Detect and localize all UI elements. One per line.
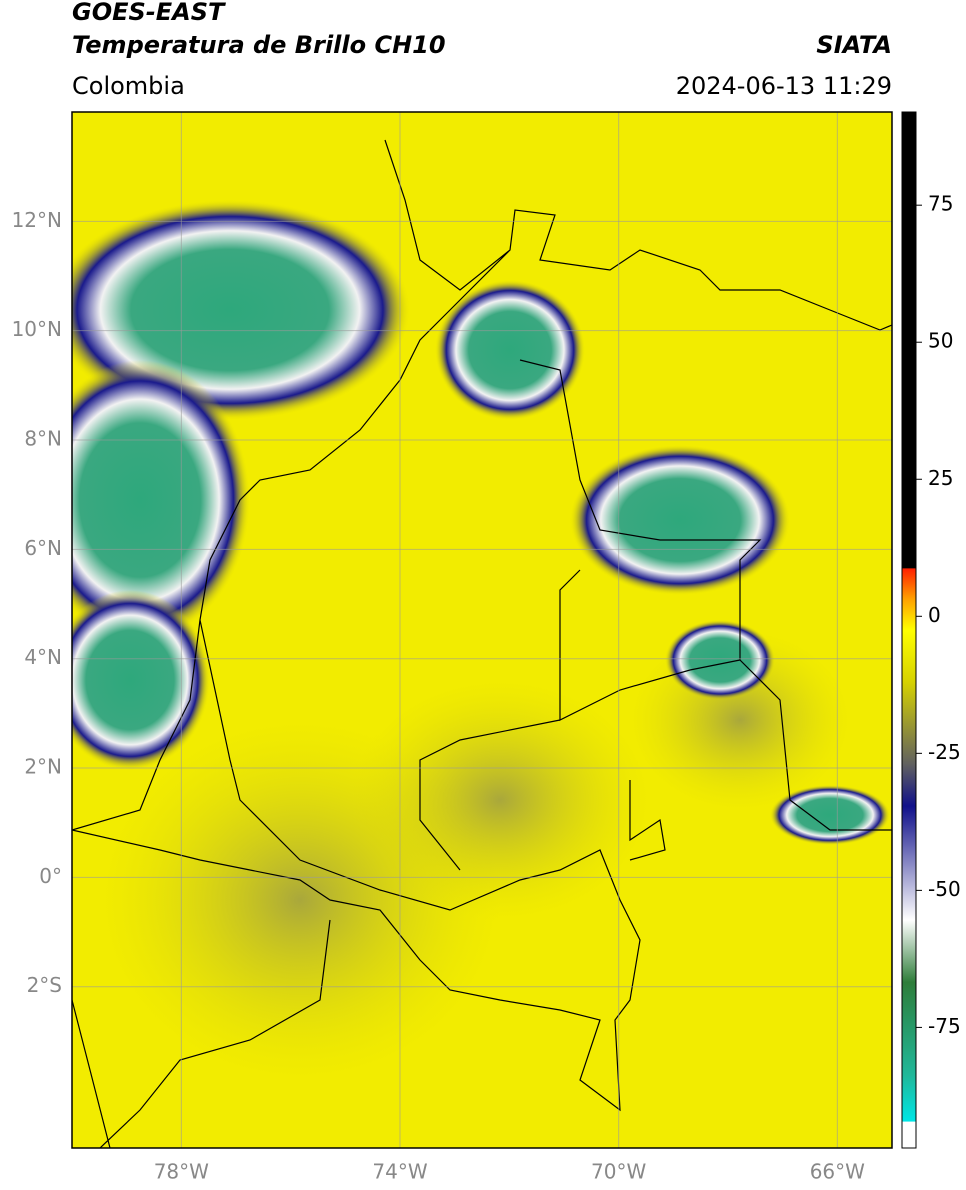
cloud (570, 445, 790, 595)
graticule (72, 112, 892, 1148)
borders (72, 139, 892, 1148)
source-label: SIATA (816, 31, 892, 59)
cloud (72, 360, 250, 640)
colorbar-tick-label: 0 (928, 603, 941, 627)
colorbar-tick-label: 75 (928, 192, 953, 216)
lat-tick-label: 12°N (12, 208, 62, 232)
colorbar (901, 111, 917, 1149)
lat-tick-label: 2°N (24, 755, 62, 779)
cloud (435, 280, 585, 420)
colorbar-tick-label: 50 (928, 329, 953, 353)
map-imagery (72, 112, 892, 1148)
lat-tick-label: 0° (39, 864, 62, 888)
colorbar-tick-label: -75 (928, 1014, 961, 1038)
cloud (770, 785, 890, 845)
lat-tick-label: 8°N (24, 427, 62, 451)
lat-tick-label: 6°N (24, 536, 62, 560)
colorbar-tick-label: -25 (928, 740, 961, 764)
colorbar-tick-label: 25 (928, 466, 953, 490)
colorbar-tick-label: -50 (928, 877, 961, 901)
satellite-title: GOES-EAST (72, 0, 226, 26)
region-label: Colombia (72, 72, 185, 100)
map-frame (71, 111, 893, 1149)
lat-tick-label: 2°S (27, 973, 62, 997)
lon-tick-label: 66°W (810, 1160, 865, 1184)
lat-tick-label: 10°N (12, 317, 62, 341)
lon-tick-label: 74°W (372, 1160, 427, 1184)
datetime-label: 2024-06-13 11:29 (676, 72, 892, 100)
haze (350, 680, 650, 920)
lat-tick-label: 4°N (24, 645, 62, 669)
lon-tick-label: 78°W (154, 1160, 209, 1184)
lon-tick-label: 70°W (591, 1160, 646, 1184)
product-title: Temperatura de Brillo CH10 (72, 31, 446, 59)
cloud (665, 620, 775, 700)
cloud (72, 590, 210, 770)
